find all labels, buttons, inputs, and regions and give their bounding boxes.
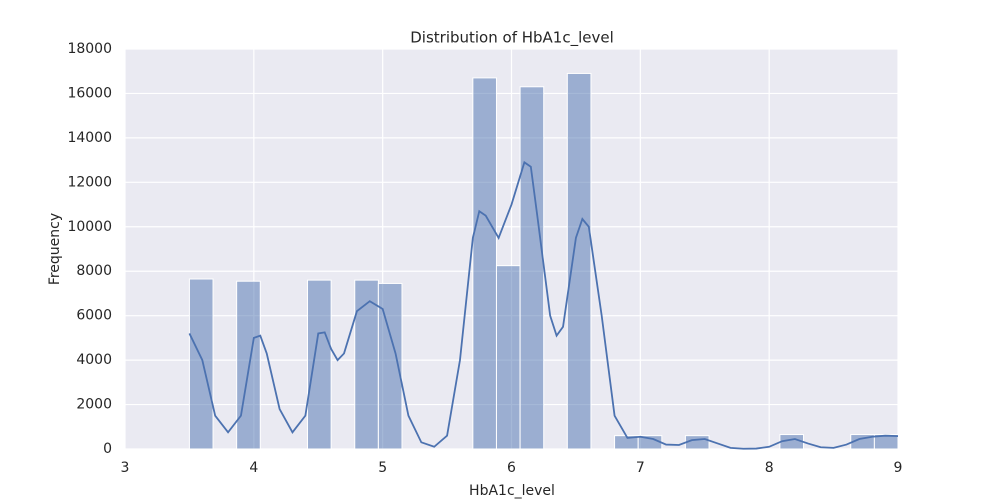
x-tick-label: 5 (378, 460, 387, 476)
y-tick-label: 14000 (67, 130, 112, 146)
histogram-bar (472, 77, 497, 450)
x-tick-label: 9 (894, 460, 903, 476)
kde-line (188, 160, 899, 450)
histogram-bar (188, 278, 214, 450)
histogram-bar (354, 279, 379, 450)
y-tick-label: 2000 (76, 397, 112, 413)
chart-title: Distribution of HbA1c_level (410, 29, 614, 48)
y-tick-label: 10000 (67, 219, 112, 235)
histogram-bar (684, 435, 710, 450)
y-tick-label: 16000 (67, 85, 112, 101)
histogram-bar (307, 279, 332, 450)
y-tick-label: 4000 (76, 352, 112, 368)
y-tick-label: 6000 (76, 308, 112, 324)
x-tick-label: 8 (765, 460, 774, 476)
histogram-bar (495, 265, 521, 450)
histogram-bar (873, 434, 899, 450)
y-tick-label: 8000 (76, 263, 112, 279)
x-tick-label: 4 (249, 460, 258, 476)
histogram-bar (566, 72, 592, 450)
y-tick-label: 0 (103, 441, 112, 457)
histogram-bar (519, 86, 545, 450)
x-tick-label: 6 (507, 460, 516, 476)
x-axis-label: HbA1c_level (469, 483, 555, 499)
histogram-bar (377, 282, 403, 450)
y-axis-label: Frequency (47, 213, 63, 285)
x-tick-label: 7 (636, 460, 645, 476)
y-tick-label: 12000 (67, 174, 112, 190)
x-tick-label: 3 (121, 460, 130, 476)
y-tick-label: 18000 (67, 41, 112, 57)
